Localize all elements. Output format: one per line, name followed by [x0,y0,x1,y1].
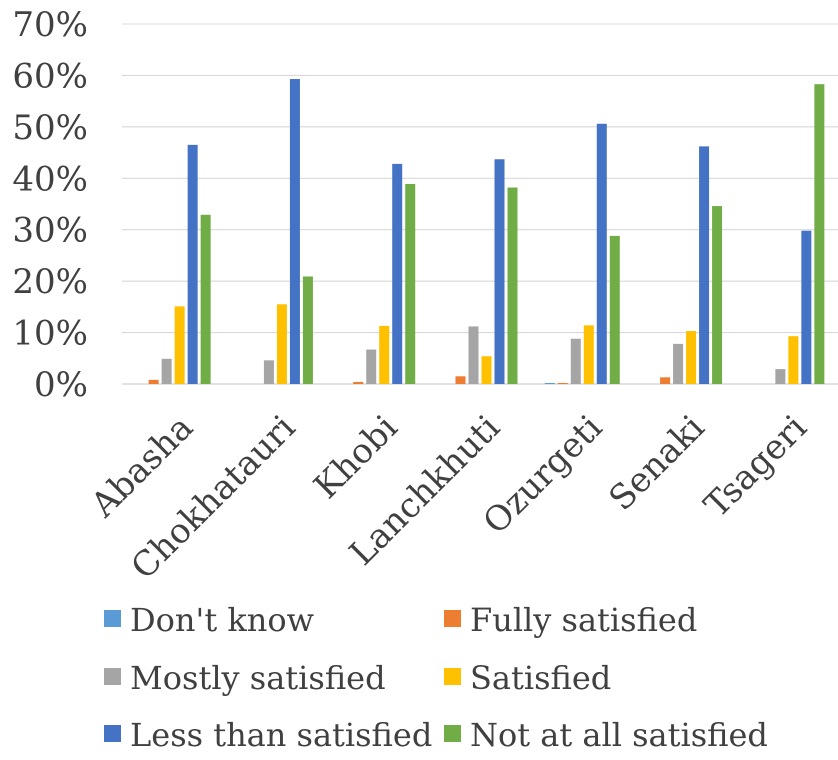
y-tick-label: 40% [12,159,88,199]
y-tick-labels: 0% 10% 20% 30% 40% 50% 60% 70% [12,5,88,405]
y-tick-label: 20% [12,262,88,302]
bar-senaki-mostly-satisfied [673,343,684,384]
legend-swatch-don-t-know [104,610,121,627]
bar-senaki-fully-satisfied [660,377,671,384]
bar-chokhatauri-not-at-all-satisfied [302,276,313,384]
bar-chokhatauri-satisfied [276,304,287,384]
legend-swatch-not-at-all-satisfied [444,725,461,742]
bar-khobi-satisfied [379,325,390,384]
bar-ozurgeti-satisfied [583,325,594,384]
legend-label-mostly-satisfied: Mostly satisfied [130,659,386,697]
x-tick-label: Tsageri [697,408,815,526]
y-tick-label: 30% [12,211,88,251]
bar-abasha-fully-satisfied [148,379,159,384]
bar-chokhatauri-less-than-satisfied [289,79,300,385]
bar-tsageri-less-than-satisfied [801,230,812,384]
bar-tsageri-not-at-all-satisfied [814,84,825,385]
legend-label-satisfied: Satisfied [470,659,611,697]
y-tick-label: 70% [12,5,88,45]
legend-swatch-fully-satisfied [444,610,461,627]
legend: Don't know Fully satisfied Mostly satisfie… [104,601,768,754]
y-tick-label: 0% [34,365,88,405]
bar-ozurgeti-fully-satisfied [557,382,568,384]
bar-ozurgeti-less-than-satisfied [596,123,607,385]
legend-label-less-than-satisfied: Less than satisfied [130,716,432,754]
legend-label-don-t-know: Don't know [130,601,314,639]
bar-lanchkhuti-mostly-satisfied [468,326,479,384]
bar-chokhatauri-mostly-satisfied [263,360,274,384]
bar-senaki-satisfied [686,331,697,384]
bar-senaki-not-at-all-satisfied [712,206,723,384]
x-tick-label: Senaki [601,408,712,519]
legend-swatch-satisfied [444,668,461,685]
bar-ozurgeti-not-at-all-satisfied [609,235,620,384]
bar-abasha-satisfied [174,306,185,384]
bar-abasha-not-at-all-satisfied [200,214,211,384]
bar-ozurgeti-don-t-know [544,382,555,384]
bar-lanchkhuti-not-at-all-satisfied [507,187,518,384]
legend-swatch-less-than-satisfied [104,725,121,742]
bar-ozurgeti-mostly-satisfied [570,338,581,384]
grid-layer [122,23,838,385]
legend-label-fully-satisfied: Fully satisfied [470,601,697,639]
bar-khobi-not-at-all-satisfied [405,183,416,384]
y-tick-label: 50% [12,108,88,148]
bar-khobi-less-than-satisfied [392,163,403,384]
bar-lanchkhuti-satisfied [481,356,492,384]
bar-tsageri-satisfied [788,336,799,384]
bar-lanchkhuti-fully-satisfied [455,376,466,384]
bar-abasha-less-than-satisfied [187,144,198,384]
bar-abasha-mostly-satisfied [161,358,172,384]
bar-lanchkhuti-less-than-satisfied [494,159,505,384]
x-tick-label: Khobi [306,408,405,507]
y-tick-label: 60% [12,56,88,96]
legend-label-not-at-all-satisfied: Not at all satisfied [470,716,768,754]
bar-khobi-mostly-satisfied [366,349,377,384]
bar-khobi-fully-satisfied [353,381,364,384]
bar-tsageri-mostly-satisfied [775,369,786,384]
bar-senaki-less-than-satisfied [699,146,710,384]
legend-swatch-mostly-satisfied [104,668,121,685]
y-tick-label: 10% [12,314,88,354]
bars-layer [148,79,825,385]
